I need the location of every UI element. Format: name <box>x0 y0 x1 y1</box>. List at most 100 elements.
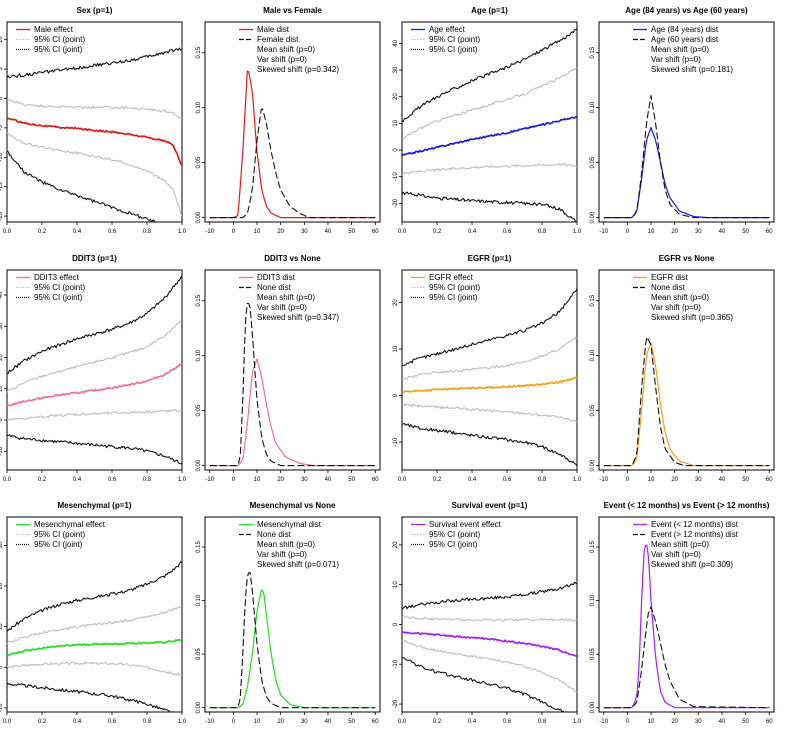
legend-stat: Var shift (p=0) <box>651 55 701 64</box>
plot-area <box>402 28 577 222</box>
series-95-ci-point-line <box>7 98 182 119</box>
legend-label: Mesenchymal effect <box>34 520 106 529</box>
x-tick-label: 20 <box>277 477 284 483</box>
legend-stat: Mean shift (p=0) <box>651 540 709 549</box>
legend-label: Mesenchymal dist <box>257 520 322 529</box>
series-95-ci-joint-line <box>402 28 577 122</box>
y-tick-label: 0.00 <box>196 459 202 471</box>
plot-frame <box>598 516 775 713</box>
chart-title: EGFR vs None <box>659 254 715 263</box>
legend-label: Survival event effect <box>429 520 502 529</box>
chart-title: Mesenchymal vs None <box>250 501 336 510</box>
y-tick-label: 0.05 <box>590 156 596 168</box>
legend-label: 95% CI (joint) <box>34 293 83 302</box>
x-tick-label: 30 <box>695 229 702 235</box>
x-tick-label: -10 <box>599 229 608 235</box>
series-male-effect-line <box>7 116 182 167</box>
legend-label: Male effect <box>34 25 74 34</box>
chart-panel-ddit3-p-1: DDIT3 (p=1) 0.0 0.2 0.4 0.6 0.8 1.0 -10 0 10 20 30 4… <box>0 254 187 483</box>
x-tick-label: 0 <box>232 229 236 235</box>
plot-frame <box>598 269 775 471</box>
legend-stat: Var shift (p=0) <box>257 550 307 559</box>
series-95-ci-point-line <box>402 67 577 140</box>
chart-title: Event (< 12 months) vs Event (> 12 month… <box>604 501 770 510</box>
y-tick-label: 10 <box>393 345 399 352</box>
series-age-effect-line <box>402 115 577 157</box>
x-tick-label: 50 <box>348 229 355 235</box>
legend-label: None dist <box>257 530 292 539</box>
plot-frame <box>401 269 578 471</box>
x-tick-label: 20 <box>277 719 284 725</box>
legend-stat: Skewed shift (p=0.309) <box>651 560 733 569</box>
y-tick-label: 0.10 <box>196 101 202 113</box>
x-tick-label: 60 <box>766 229 773 235</box>
x-tick-label: 0 <box>626 229 630 235</box>
plot-area <box>603 544 770 709</box>
legend-label: 95% CI (joint) <box>429 293 478 302</box>
x-tick-label: 10 <box>648 477 655 483</box>
chart-panel-mesenchymal-p-1: Mesenchymal (p=1) 0.0 0.2 0.4 0.6 0.8 1.0 -10 0 1… <box>0 501 187 725</box>
x-tick-label: 0.4 <box>468 229 477 235</box>
y-tick-label: 0.00 <box>196 701 202 713</box>
x-tick-label: -10 <box>599 719 608 725</box>
legend-label: Female dist <box>257 35 299 44</box>
y-tick-label: 0 <box>393 393 399 397</box>
y-tick-label: 0.00 <box>590 459 596 471</box>
x-tick-label: 10 <box>254 229 261 235</box>
legend-stat: Var shift (p=0) <box>257 303 307 312</box>
y-tick-label: 0.15 <box>590 294 596 306</box>
series-95-ci-joint-line <box>402 191 577 222</box>
series-95-ci-joint-line <box>402 288 577 367</box>
x-tick-label: 1.0 <box>573 477 582 483</box>
legend-stat: Var shift (p=0) <box>651 550 701 559</box>
y-tick-label: 10 <box>0 36 4 43</box>
plot-area <box>209 70 376 219</box>
series-95-ci-joint-line <box>7 47 182 79</box>
series-ddit3-dist-line <box>209 358 376 467</box>
chart-title: DDIT3 (p=1) <box>72 254 117 263</box>
x-tick-label: 20 <box>277 229 284 235</box>
x-tick-label: 0.6 <box>108 229 117 235</box>
plot-frame <box>401 21 578 223</box>
chart-title: Male vs Female <box>263 6 322 15</box>
x-tick-label: 0.6 <box>108 719 117 725</box>
y-tick-label: 0.05 <box>590 648 596 660</box>
series-95-ci-point-line <box>402 162 577 176</box>
legend-label: 95% CI (point) <box>34 283 85 292</box>
legend-label: Event (< 12 months) dist <box>651 520 739 529</box>
series-95-ci-point-line <box>7 606 182 645</box>
series-95-ci-point-line <box>7 319 182 393</box>
y-tick-label: 0 <box>393 622 399 626</box>
x-tick-label: 50 <box>742 719 749 725</box>
x-tick-label: 50 <box>348 719 355 725</box>
legend-stat: Skewed shift (p=0.342) <box>257 65 339 74</box>
y-tick-label: -10 <box>393 172 399 181</box>
chart-title: Sex (p=1) <box>77 6 113 15</box>
series-mesenchymal-effect-line <box>7 638 182 657</box>
legend-label: 95% CI (point) <box>429 35 480 44</box>
chart-title: Survival event (p=1) <box>452 501 528 510</box>
x-tick-label: 10 <box>648 229 655 235</box>
plot-area <box>7 47 182 222</box>
legend-label: 95% CI (point) <box>34 35 85 44</box>
series-95-ci-joint-line <box>7 682 175 712</box>
x-tick-label: 0 <box>232 477 236 483</box>
x-tick-label: 1.0 <box>178 229 187 235</box>
series-95-ci-joint-line <box>7 275 182 374</box>
series-egfr-effect-line <box>402 376 577 393</box>
plot-frame <box>204 516 381 713</box>
x-tick-label: 60 <box>766 719 773 725</box>
plot-area <box>209 302 376 467</box>
x-tick-label: 60 <box>372 719 379 725</box>
plot-area <box>209 572 376 709</box>
x-tick-label: 1.0 <box>573 229 582 235</box>
legend-label: Age (60 years) dist <box>651 35 719 44</box>
x-tick-label: -10 <box>205 719 214 725</box>
